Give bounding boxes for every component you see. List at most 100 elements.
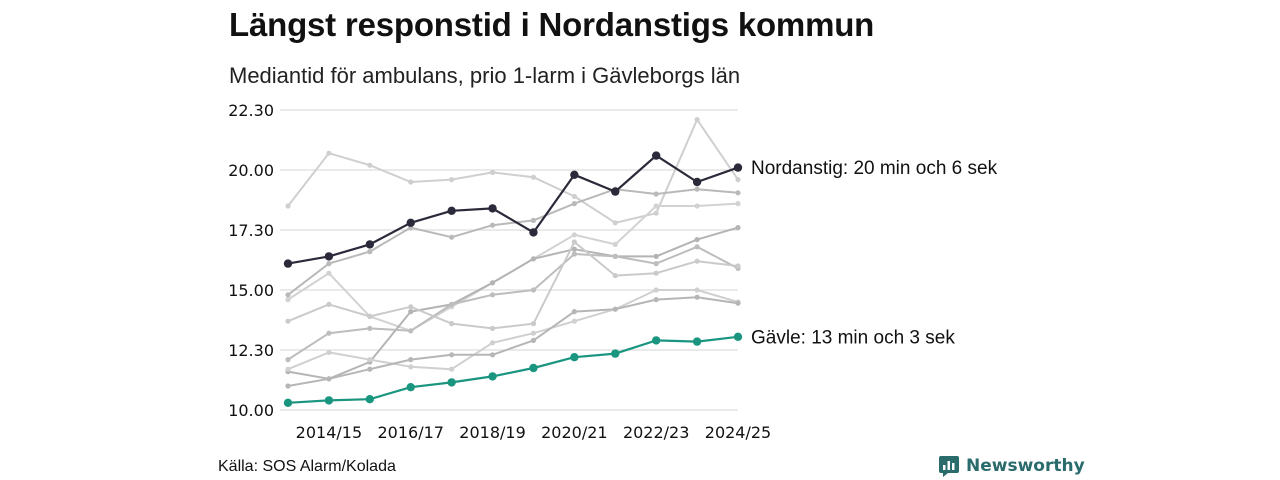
background-series-point — [449, 352, 455, 358]
y-tick-label: 20.00 — [228, 161, 274, 180]
background-series-point — [285, 297, 291, 303]
nordanstig-series-point — [570, 170, 579, 179]
background-series-point — [653, 297, 659, 303]
background-series-point — [285, 318, 291, 324]
background-series-point — [285, 292, 291, 298]
gavle-series-point — [651, 336, 661, 345]
background-series-line — [287, 226, 739, 380]
background-series-point — [326, 376, 332, 382]
background-series-point — [530, 321, 537, 327]
background-series-point — [694, 244, 700, 250]
background-series-point — [735, 300, 741, 306]
background-series-line — [287, 118, 739, 224]
background-series-point — [489, 280, 496, 286]
gavle-series-point — [570, 353, 579, 362]
background-series-point — [612, 306, 618, 312]
background-series-point — [449, 301, 455, 307]
background-series-point — [530, 256, 537, 262]
newsworthy-icon — [939, 456, 959, 477]
gavle-series-point — [529, 363, 538, 373]
background-series-point — [530, 337, 537, 343]
background-series-point — [653, 203, 659, 209]
background-series-point — [489, 352, 496, 358]
background-series-point — [408, 309, 414, 315]
background-series-line — [287, 289, 739, 371]
background-series-point — [449, 321, 455, 327]
background-series-point — [326, 301, 332, 307]
background-series-point — [530, 287, 537, 293]
nordanstig-series-point — [283, 259, 293, 268]
x-tick-label: 2020/21 — [541, 423, 607, 442]
gavle-series-point — [733, 332, 743, 341]
nordanstig-series-line — [287, 154, 739, 265]
background-series-point — [367, 162, 373, 168]
background-series-point — [571, 318, 577, 324]
background-series-point — [653, 191, 659, 197]
gavle-series-point — [324, 396, 334, 405]
background-series-point — [489, 325, 496, 331]
background-series-point — [530, 217, 537, 223]
background-series-point — [367, 357, 373, 363]
gavle-series-point — [365, 395, 375, 404]
background-series-point — [571, 201, 577, 207]
y-tick-label: 17.30 — [228, 221, 274, 240]
nordanstig-series-point — [733, 163, 743, 172]
y-tick-label: 10.00 — [228, 401, 274, 420]
background-series-point — [694, 287, 700, 293]
background-series-point — [489, 222, 496, 228]
background-series-point — [612, 220, 618, 226]
brand-logo: Newsworthy — [938, 455, 1085, 477]
chart-subtitle: Mediantid för ambulans, prio 1-larm i Gä… — [229, 63, 741, 88]
background-series-point — [571, 246, 577, 252]
background-series-point — [285, 203, 291, 209]
background-series-point — [571, 251, 577, 257]
background-series-point — [326, 349, 332, 355]
background-series-point — [367, 325, 373, 331]
background-series-point — [449, 177, 455, 183]
background-series-line — [287, 245, 739, 361]
background-series-point — [653, 210, 659, 216]
gavle-series-point — [406, 383, 415, 392]
background-series-point — [489, 340, 496, 346]
background-series-point — [735, 201, 741, 207]
background-series-point — [735, 225, 741, 231]
background-series-point — [571, 232, 577, 238]
background-series-point — [735, 263, 741, 269]
nordanstig-series-point — [365, 240, 375, 249]
y-tick-label: 15.00 — [228, 281, 274, 300]
gavle-series-point — [611, 349, 620, 358]
background-series-point — [408, 357, 414, 363]
gavle-series-line — [287, 335, 739, 404]
background-series-point — [367, 249, 373, 255]
background-series-point — [612, 253, 618, 259]
background-series-point — [694, 186, 700, 192]
x-tick-label: 2014/15 — [296, 423, 362, 442]
nordanstig-series-point — [488, 204, 497, 213]
background-series-point — [530, 174, 537, 180]
background-series-point — [653, 261, 659, 267]
background-series-line — [287, 241, 739, 330]
gavle-series-point — [447, 378, 456, 387]
nordanstig-series-point — [651, 151, 661, 160]
background-series-point — [489, 169, 496, 175]
background-series-point — [735, 177, 741, 183]
background-series-point — [530, 330, 537, 336]
background-series-point — [408, 364, 414, 370]
nordanstig-series-point — [406, 218, 415, 227]
background-series-point — [326, 261, 332, 267]
x-tick-label: 2022/23 — [623, 423, 689, 442]
x-tick-label: 2024/25 — [705, 423, 771, 442]
source-note: Källa: SOS Alarm/Kolada — [218, 458, 396, 475]
background-series-point — [612, 241, 618, 247]
gavle-series-point — [283, 398, 293, 407]
background-series-point — [571, 239, 577, 245]
gavle-series-point — [488, 372, 497, 381]
background-series-point — [735, 190, 741, 196]
y-tick-label: 12.30 — [228, 341, 274, 360]
background-series-point — [367, 313, 373, 319]
background-series-point — [367, 366, 373, 372]
background-series-point — [449, 366, 455, 372]
background-series-point — [285, 383, 291, 389]
background-series-point — [694, 117, 700, 123]
background-series-point — [326, 330, 332, 336]
